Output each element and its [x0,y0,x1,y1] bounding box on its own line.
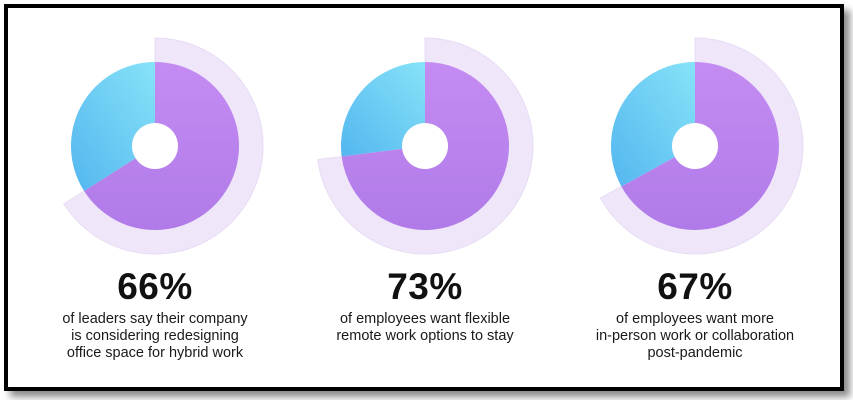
caption-line: of leaders say their company [62,311,248,327]
donut-chart-in-person [599,37,804,255]
percent-value: 66% [117,266,193,307]
stat-employees-in-person: 67% of employees want more in-person wor… [560,8,830,387]
caption-line: remote work options to stay [336,328,514,344]
infographic-frame: 66% of leaders say their company is cons… [4,4,844,391]
donut-hole [402,123,448,169]
donut-chart-leaders [63,37,264,255]
caption-line: of employees want more [616,311,774,327]
stat-caption: of employees want flexible remote work o… [290,311,560,345]
caption-line: in-person work or collaboration [595,328,795,344]
donut-hole [132,123,178,169]
caption-line: post-pandemic [647,345,743,361]
caption-line: of employees want flexible [339,311,511,327]
stat-employees-flexible: 73% of employees want flexible remote wo… [290,8,560,387]
caption-line: office space for hybrid work [66,345,244,361]
donut-chart-flexible [317,37,534,255]
caption-line: is considering redesigning [71,328,239,344]
remainder-slice [71,62,155,192]
percent-value: 73% [387,266,463,307]
remainder-slice [340,62,425,157]
donut-hole [672,123,718,169]
stat-caption: of leaders say their company is consider… [20,311,290,362]
stat-leaders-redesign: 66% of leaders say their company is cons… [20,8,290,387]
stat-caption: of employees want more in-person work or… [560,311,830,362]
percent-value: 67% [657,266,733,307]
